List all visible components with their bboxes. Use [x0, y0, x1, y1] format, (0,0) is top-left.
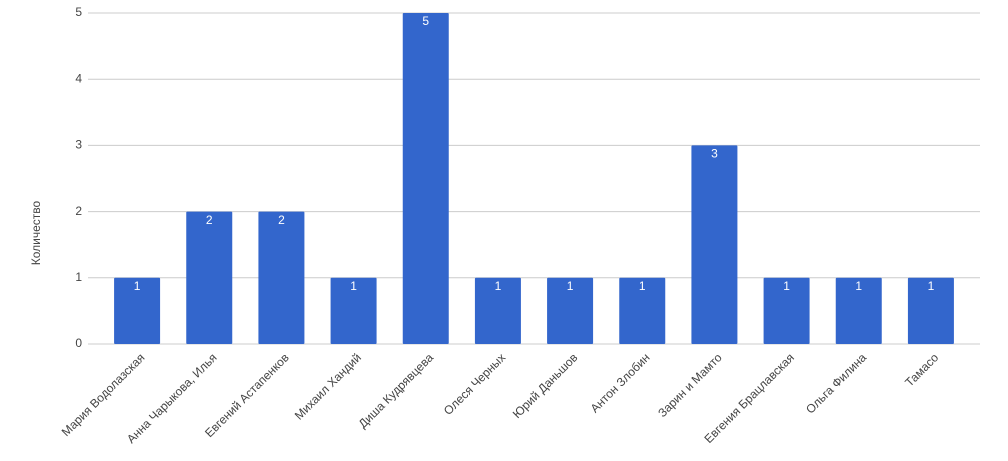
data-label: 1 — [495, 279, 502, 293]
data-label: 2 — [278, 213, 285, 227]
data-label: 3 — [711, 147, 718, 161]
y-tick-label: 0 — [75, 336, 82, 350]
data-label: 1 — [855, 279, 862, 293]
x-tick-label: Юрий Даньшов — [510, 350, 581, 421]
y-tick-label: 1 — [75, 270, 82, 284]
data-label: 1 — [783, 279, 790, 293]
bar — [330, 277, 377, 344]
y-tick-label: 5 — [75, 5, 82, 19]
y-tick-label: 3 — [75, 138, 82, 152]
bar — [258, 211, 305, 344]
bar — [691, 145, 738, 344]
x-tick-label: Диша Кудрявцева — [356, 350, 437, 431]
y-tick-label: 4 — [75, 71, 82, 85]
bar — [619, 277, 666, 344]
x-tick-label: Зарин и Мамто — [655, 350, 725, 420]
data-label: 1 — [350, 279, 357, 293]
bar — [474, 277, 521, 344]
y-tick-label: 2 — [75, 204, 82, 218]
x-tick-label: Михаил Хандий — [292, 350, 364, 422]
data-label: 1 — [928, 279, 935, 293]
x-tick-label: Тамасо — [902, 350, 941, 389]
data-label: 1 — [639, 279, 646, 293]
bar — [907, 277, 954, 344]
bar — [402, 13, 449, 344]
data-label: 1 — [134, 279, 141, 293]
bar — [114, 277, 161, 344]
y-axis-label: Количество — [29, 200, 43, 265]
data-label: 5 — [422, 14, 429, 28]
x-tick-label: Ольга Филина — [803, 350, 869, 416]
bar — [835, 277, 882, 344]
x-tick-label: Олеся Черных — [441, 350, 508, 417]
bar — [186, 211, 233, 344]
bar — [763, 277, 810, 344]
data-label: 1 — [567, 279, 574, 293]
bar — [547, 277, 594, 344]
x-tick-label: Антон Злобин — [588, 350, 653, 415]
data-label: 2 — [206, 213, 213, 227]
